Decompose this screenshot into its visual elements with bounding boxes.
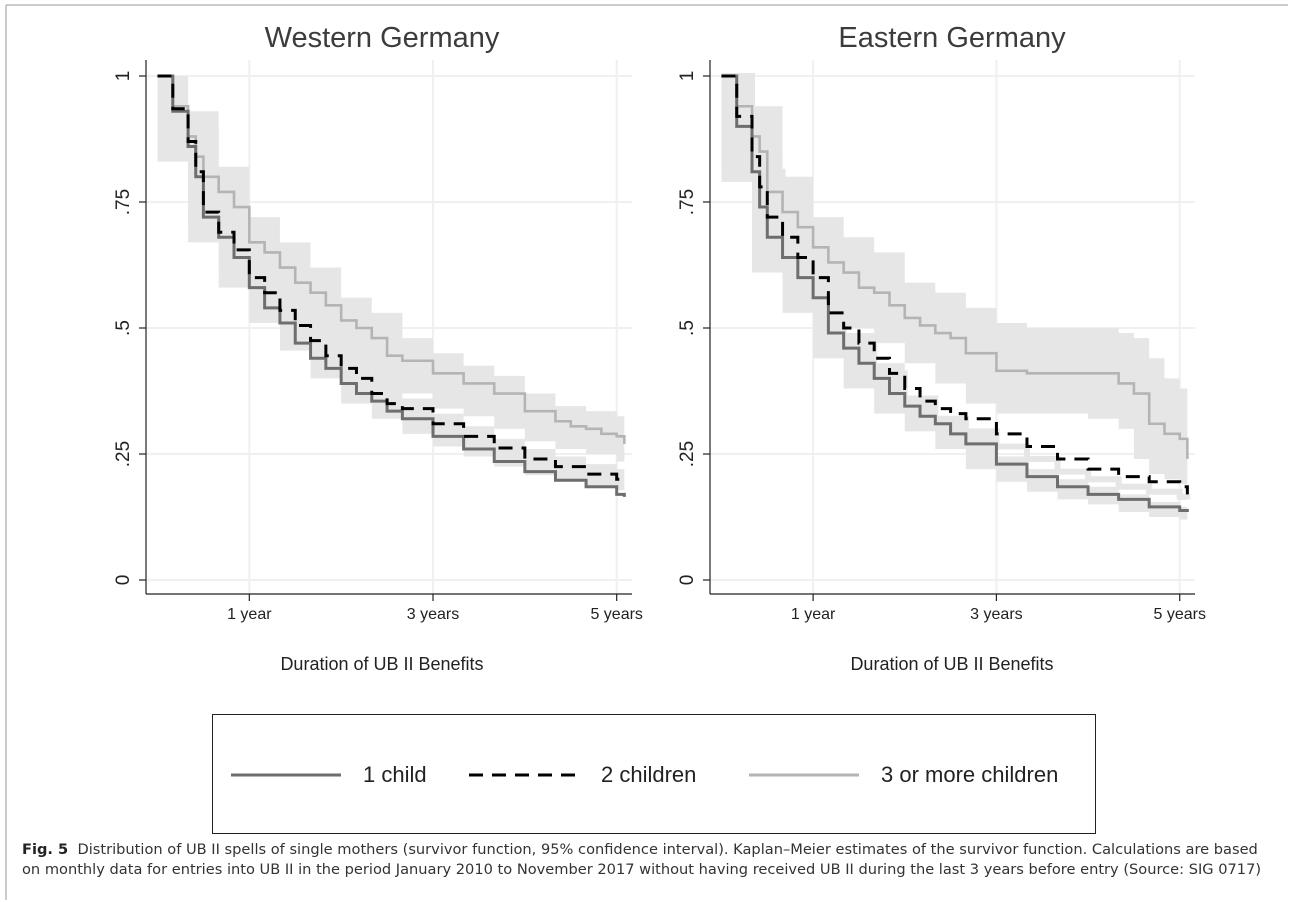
y-tick-label: 1 xyxy=(113,70,134,82)
legend-swatch-solid-dark xyxy=(231,773,341,777)
legend: 1 child 2 children 3 or more children xyxy=(212,714,1096,834)
legend-item-3-or-more: 3 or more children xyxy=(749,715,1058,835)
y-tick-label: .5 xyxy=(113,320,134,336)
y-tick-label: .5 xyxy=(677,320,698,336)
y-tick-label: .25 xyxy=(113,440,134,468)
ci-band xyxy=(721,76,1188,485)
y-tick-label: .75 xyxy=(113,188,134,216)
legend-label: 1 child xyxy=(363,762,427,787)
x-tick-label: 3 years xyxy=(970,606,1023,623)
panel-eastern-germany xyxy=(703,60,1195,601)
series-line-3-or-more-children xyxy=(721,74,1189,460)
series-line-2-children xyxy=(157,74,626,482)
x-axis-label-western: Duration of UB II Benefits xyxy=(280,654,484,674)
ci-band xyxy=(157,76,625,491)
y-tick-label: .25 xyxy=(677,440,698,468)
series-line-1-child xyxy=(721,74,1189,512)
legend-item-2-children: 2 children xyxy=(469,715,696,835)
panel-title-western: Western Germany xyxy=(264,22,500,54)
legend-label: 2 children xyxy=(601,762,697,787)
x-tick-label: 5 years xyxy=(590,606,643,623)
x-tick-label: 1 year xyxy=(227,606,272,623)
series-line-3-or-more-children xyxy=(157,74,626,444)
legend-item-1-child: 1 child xyxy=(231,715,427,835)
panel-western-germany xyxy=(139,60,632,601)
y-tick-label: 1 xyxy=(677,70,698,82)
panel-title-eastern: Eastern Germany xyxy=(838,22,1066,54)
legend-label: 3 or more children xyxy=(881,762,1059,787)
x-tick-label: 1 year xyxy=(790,606,836,623)
caption-text: Distribution of UB II spells of single m… xyxy=(22,841,1262,878)
figure-caption: Fig. 5 Distribution of UB II spells of s… xyxy=(22,840,1272,880)
series-line-1-child xyxy=(157,74,626,497)
legend-swatch-dashed xyxy=(469,773,579,777)
x-axis-label-eastern: Duration of UB II Benefits xyxy=(850,654,1054,674)
y-tick-label: .75 xyxy=(677,188,698,216)
caption-label: Fig. 5 xyxy=(22,841,69,858)
legend-swatch-solid-light xyxy=(749,773,859,777)
x-tick-label: 5 years xyxy=(1153,606,1206,623)
series-line-2-children xyxy=(721,74,1189,495)
y-tick-label: 0 xyxy=(677,574,698,586)
x-tick-label: 3 years xyxy=(406,606,460,623)
y-tick-label: 0 xyxy=(113,574,134,586)
